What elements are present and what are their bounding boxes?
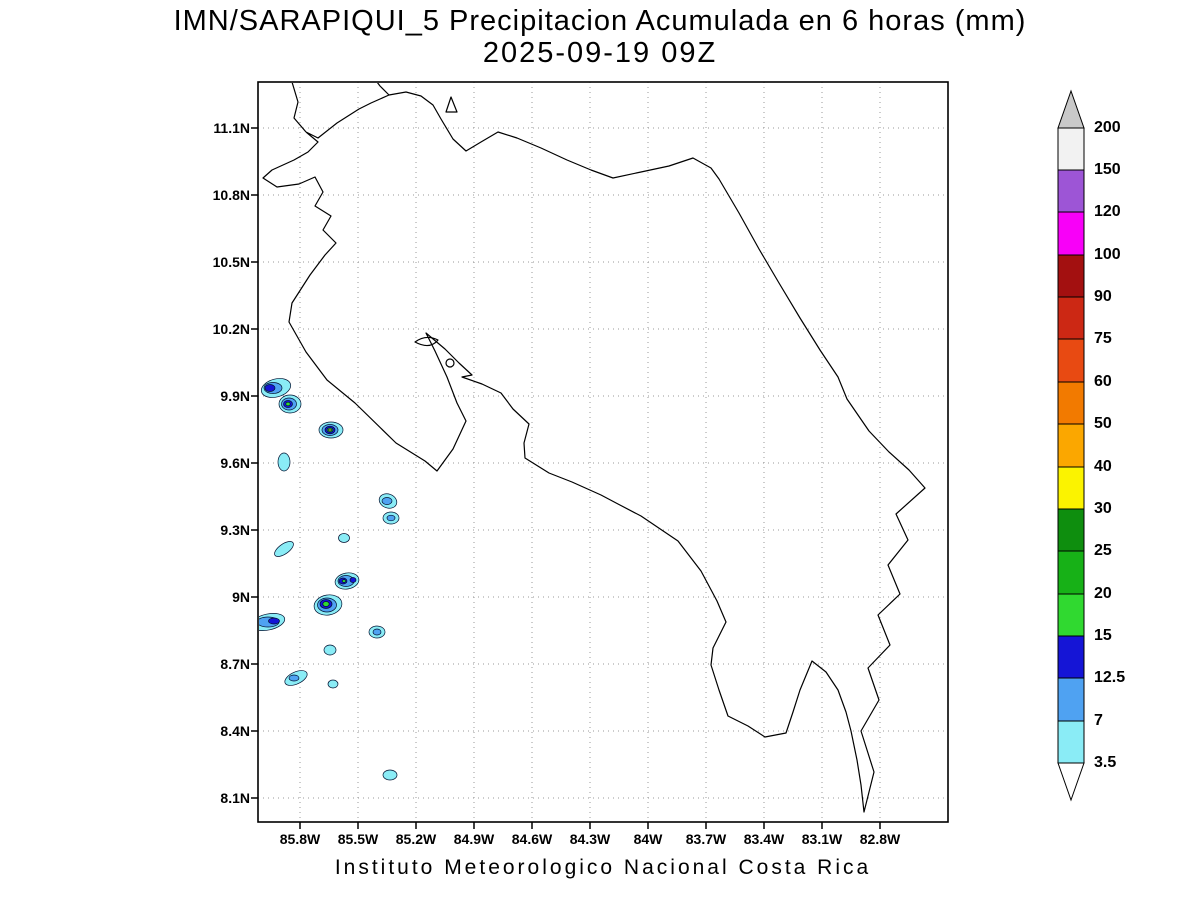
page-subtitle-datetime: 2025-09-19 09Z <box>482 37 718 69</box>
lon-tick-label: 84.6W <box>511 831 553 847</box>
lon-tick-label: 83.1W <box>801 831 843 847</box>
lake-nicaragua-shore <box>377 83 390 96</box>
colorbar-label: 15 <box>1094 627 1112 644</box>
precip-cell <box>328 428 332 432</box>
lat-tick-label: 8.7N <box>220 656 250 672</box>
lat-tick-label: 11.1N <box>213 120 250 136</box>
lat-tick-label: 9.6N <box>220 455 250 471</box>
colorbar-arrow-bottom <box>1057 762 1085 802</box>
precip-cell <box>386 514 396 522</box>
colorbar-segment <box>1057 127 1085 171</box>
colorbar-label: 12.5 <box>1094 669 1126 686</box>
lon-tick-label: 84.3W <box>569 831 611 847</box>
costa-rica-coastline <box>262 91 926 813</box>
gulf-island-chira <box>414 336 439 347</box>
page-title: IMN/SARAPIQUI_5 Precipitacion Acumulada … <box>173 5 1027 37</box>
colorbar-label: 7 <box>1094 712 1103 729</box>
colorbar-label: 20 <box>1094 585 1112 602</box>
lon-tick-label: 83.4W <box>743 831 785 847</box>
precip-cell <box>322 601 330 607</box>
colorbar-arrow-top <box>1057 89 1085 129</box>
precip-cell <box>327 679 339 689</box>
map-frame <box>257 81 949 823</box>
lat-tick-label: 10.5N <box>212 254 250 270</box>
colorbar-label: 75 <box>1094 330 1112 347</box>
colorbar-segment <box>1057 466 1085 510</box>
colorbar-label: 60 <box>1094 373 1112 390</box>
coastline-layer <box>262 83 926 813</box>
colorbar-label: 90 <box>1094 288 1112 305</box>
precip-cell <box>341 579 347 583</box>
colorbar-label: 30 <box>1094 500 1112 517</box>
colorbar-segment <box>1057 381 1085 425</box>
nicaragua-pacific-coast <box>291 83 307 133</box>
precip-cell <box>381 497 393 505</box>
precip-cell <box>349 577 357 583</box>
colorbar-segment <box>1057 169 1085 213</box>
lat-tick-label: 8.4N <box>220 723 250 739</box>
lat-tick-label: 9.9N <box>220 388 250 404</box>
precip-cell <box>277 452 291 472</box>
lat-tick-label: 10.2N <box>212 321 250 337</box>
colorbar-segment <box>1057 338 1085 383</box>
precipitation-shading <box>259 378 400 781</box>
colorbar <box>1057 89 1085 802</box>
lat-tick-label: 10.8N <box>212 187 250 203</box>
precip-cell <box>264 384 276 392</box>
colorbar-segment <box>1057 550 1085 595</box>
precip-cell <box>274 541 294 557</box>
colorbar-label: 25 <box>1094 542 1112 559</box>
colorbar-segment <box>1057 593 1085 637</box>
colorbar-segment <box>1057 211 1085 256</box>
precip-cell <box>268 617 280 625</box>
lon-tick-label: 83.7W <box>685 831 727 847</box>
precip-cell <box>288 674 300 682</box>
lake-island <box>445 96 458 113</box>
axis-tick-marks <box>251 127 881 829</box>
lon-tick-label: 84W <box>633 831 663 847</box>
lat-tick-label: 9N <box>232 589 250 605</box>
colorbar-label: 40 <box>1094 458 1112 475</box>
precip-cell <box>382 769 398 781</box>
lon-tick-label: 85.8W <box>279 831 321 847</box>
lon-tick-label: 85.5W <box>337 831 379 847</box>
precip-cell <box>323 644 337 656</box>
colorbar-segment <box>1057 508 1085 552</box>
colorbar-segment <box>1057 296 1085 340</box>
colorbar-label: 120 <box>1094 203 1121 220</box>
colorbar-segment <box>1057 423 1085 468</box>
colorbar-segment <box>1057 635 1085 679</box>
lon-tick-label: 84.9W <box>453 831 495 847</box>
precip-cell <box>285 401 291 407</box>
lat-tick-label: 9.3N <box>220 522 250 538</box>
gulf-island-small <box>445 358 455 368</box>
colorbar-label: 100 <box>1094 246 1121 263</box>
colorbar-label: 50 <box>1094 415 1112 432</box>
lat-tick-label: 8.1N <box>220 790 250 806</box>
colorbar-segment <box>1057 677 1085 722</box>
colorbar-label: 3.5 <box>1094 754 1117 771</box>
source-caption: Instituto Meteorologico Nacional Costa R… <box>334 856 872 879</box>
precip-cell <box>372 628 382 636</box>
colorbar-segment <box>1057 254 1085 298</box>
precip-cell <box>338 533 350 543</box>
graticule-grid <box>258 82 948 822</box>
lon-tick-label: 85.2W <box>395 831 437 847</box>
colorbar-label: 200 <box>1094 119 1121 136</box>
colorbar-label: 150 <box>1094 161 1121 178</box>
colorbar-segment <box>1057 720 1085 764</box>
lon-tick-label: 82.8W <box>859 831 901 847</box>
